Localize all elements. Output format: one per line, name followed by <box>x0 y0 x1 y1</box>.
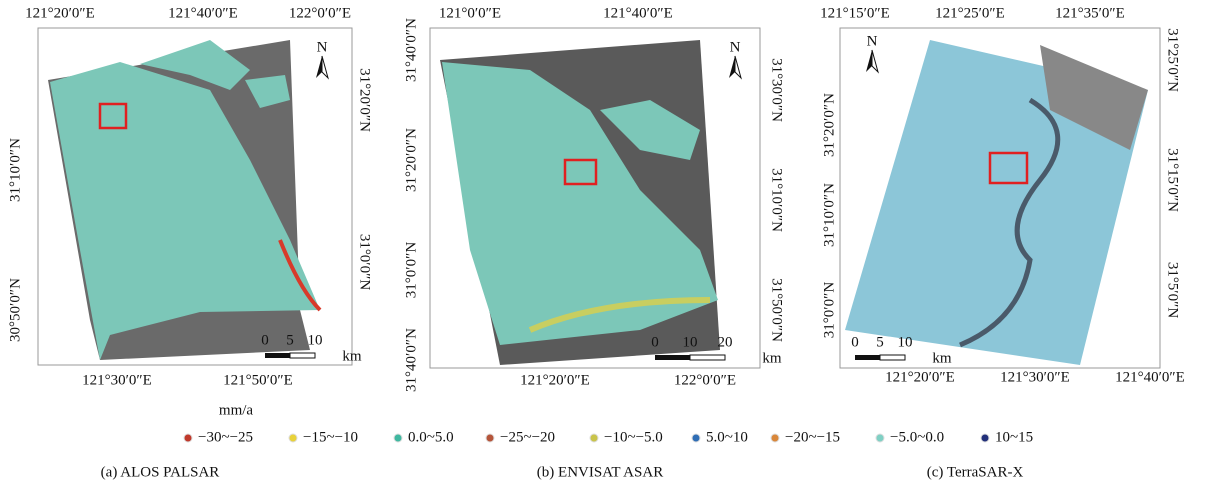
scale-label: 0 <box>261 332 269 348</box>
left-coordinate: 31°20′0″N <box>403 128 419 192</box>
legend-swatch <box>289 434 297 442</box>
north-label: N <box>867 33 878 49</box>
north-label: N <box>730 39 741 55</box>
top-coordinate: 121°40′0″E <box>603 5 673 21</box>
top-coordinate: 121°0′0″E <box>439 5 501 21</box>
map-a <box>38 28 352 365</box>
legend-label: 10~15 <box>995 429 1033 445</box>
legend-label: −5.0~0.0 <box>890 429 944 445</box>
scale-bar <box>855 355 880 360</box>
scale-label: 10 <box>308 332 323 348</box>
right-coordinate: 31°20′0″N <box>357 68 373 132</box>
bottom-coordinate: 121°40′0″E <box>1115 369 1185 385</box>
scale-label: 10 <box>898 334 913 350</box>
bottom-coordinate: 121°50′0″E <box>223 372 293 388</box>
caption: (a) ALOS PALSAR <box>101 464 220 480</box>
legend-swatch <box>184 434 192 442</box>
legend-swatch <box>692 434 700 442</box>
top-coordinate: 121°40′0″E <box>168 5 238 21</box>
scale-label: 10 <box>683 334 698 350</box>
right-coordinate: 31°10′0″N <box>769 168 785 232</box>
left-coordinate: 31°10′0″N <box>7 138 23 202</box>
north-label: N <box>317 39 328 55</box>
map-c <box>840 28 1160 368</box>
left-coordinate: 30°50′0″N <box>7 278 23 342</box>
top-coordinate: 122°0′0″E <box>289 5 351 21</box>
legend-unit: mm/a <box>219 402 254 418</box>
map-b <box>430 28 760 368</box>
scale-bar <box>690 355 725 360</box>
top-coordinate: 121°25′0″E <box>935 5 1005 21</box>
legend-label: −25~−20 <box>500 429 555 445</box>
bottom-coordinate: 122°0′0″E <box>674 372 736 388</box>
top-coordinate: 121°15′0″E <box>820 5 890 21</box>
right-coordinate: 31°25′0″N <box>1165 28 1181 92</box>
legend-label: 5.0~10 <box>706 429 748 445</box>
caption: (b) ENVISAT ASAR <box>537 464 663 480</box>
right-coordinate: 31°50′0″N <box>769 278 785 342</box>
scale-label: 5 <box>286 332 294 348</box>
legend-label: −20~−15 <box>785 429 840 445</box>
scale-label: 5 <box>876 334 884 350</box>
scale-label: km <box>762 350 782 366</box>
legend-swatch <box>876 434 884 442</box>
scale-bar <box>265 353 290 358</box>
legend-swatch <box>771 434 779 442</box>
right-coordinate: 31°0′0″N <box>357 234 373 291</box>
left-coordinate: 31°40′0″N <box>403 18 419 82</box>
left-coordinate: 31°40′0″N <box>403 328 419 392</box>
scale-bar <box>290 353 315 358</box>
right-coordinate: 31°5′0″N <box>1165 262 1181 319</box>
figure: 121°20′0″E 121°40′0″E 122°0′0″E 121°30′0″E 1… <box>0 0 1209 489</box>
legend-swatch <box>394 434 402 442</box>
left-coordinate: 31°20′0″N <box>821 93 837 157</box>
right-coordinate: 31°15′0″N <box>1165 148 1181 212</box>
scale-label: 0 <box>651 334 659 350</box>
left-coordinate: 31°0′0″N <box>403 242 419 299</box>
scale-label: 0 <box>851 334 859 350</box>
scale-label: km <box>932 350 952 366</box>
left-coordinate: 31°0′0″N <box>821 282 837 339</box>
scale-bar <box>655 355 690 360</box>
left-coordinate: 31°10′0″N <box>821 183 837 247</box>
bottom-coordinate: 121°20′0″E <box>885 369 955 385</box>
top-coordinate: 121°20′0″E <box>25 5 95 21</box>
caption: (c) TerraSAR-X <box>927 464 1024 480</box>
bottom-coordinate: 121°30′0″E <box>82 372 152 388</box>
right-coordinate: 31°30′0″N <box>769 58 785 122</box>
top-coordinate: 121°35′0″E <box>1055 5 1125 21</box>
scale-label: km <box>342 348 362 364</box>
scale-bar <box>880 355 905 360</box>
legend-swatch <box>590 434 598 442</box>
legend-swatch <box>486 434 494 442</box>
scale-label: 20 <box>718 334 733 350</box>
legend-label: −10~−5.0 <box>604 429 663 445</box>
legend-swatch <box>981 434 989 442</box>
legend-label: −15~−10 <box>303 429 358 445</box>
legend-label: −30~−25 <box>198 429 253 445</box>
bottom-coordinate: 121°30′0″E <box>1000 369 1070 385</box>
bottom-coordinate: 121°20′0″E <box>520 372 590 388</box>
legend-label: 0.0~5.0 <box>408 429 454 445</box>
